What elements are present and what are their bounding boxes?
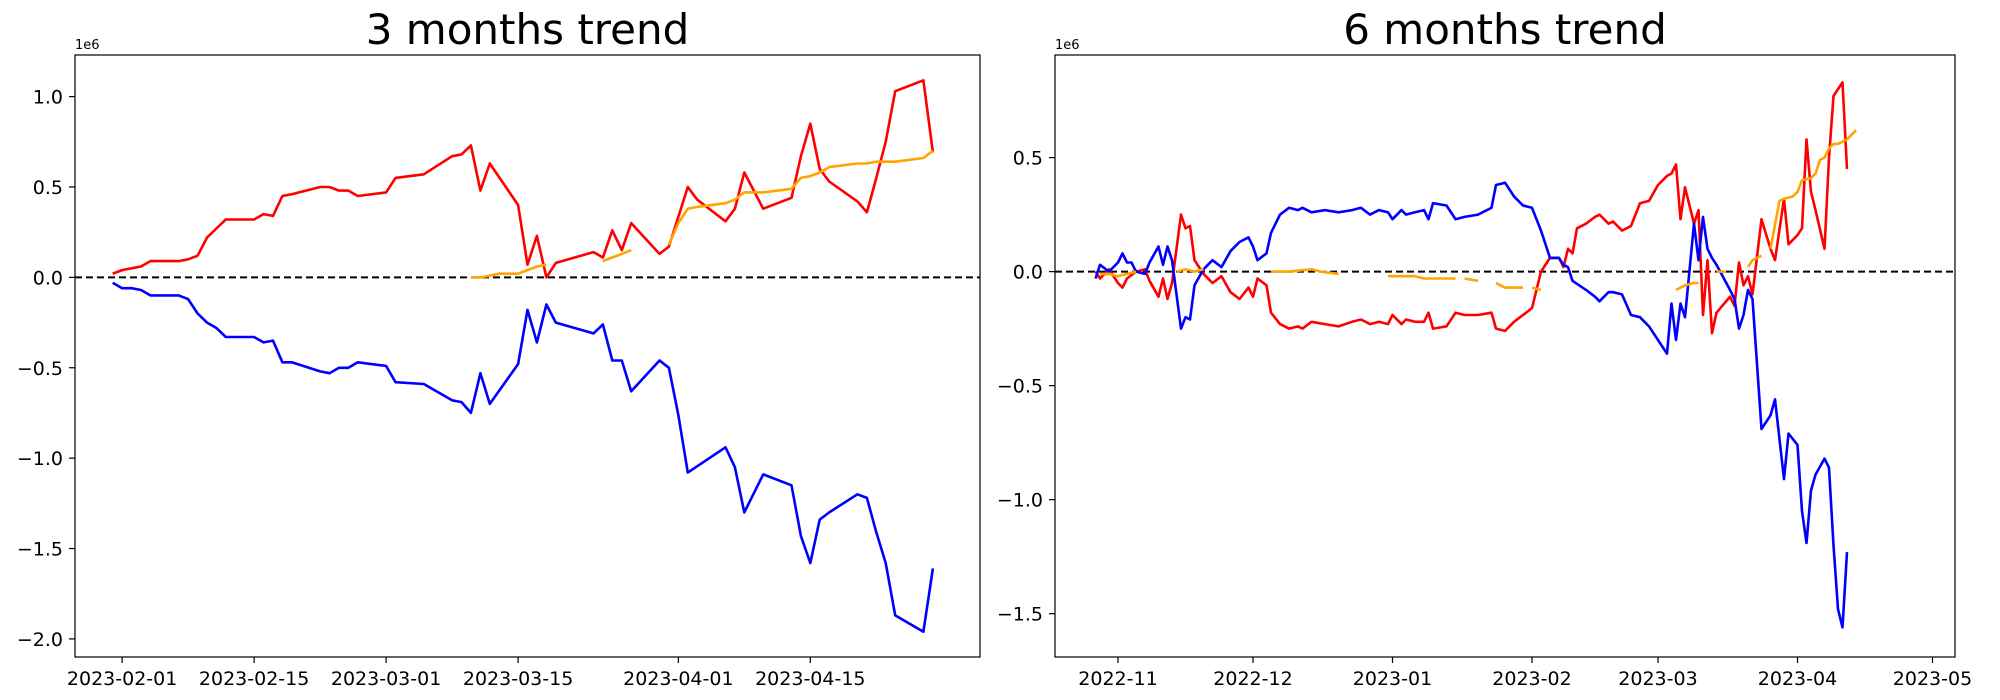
series-line-3-segment-1 [470,263,547,279]
series-line-3-segment-3 [1271,268,1339,276]
y-tick-label: −1.5 [997,604,1043,626]
series-line-3-segment-5 [1464,277,1479,283]
chart-panel-2: 6 months trend 1e6 2022-11 2022-12 2023-01 20… [997,5,1972,690]
series-line-3-segment-8 [1675,281,1699,292]
series-line-3-segment-11 [1769,129,1857,250]
x-tick-label: 2023-04-15 [755,668,865,690]
y-tick-label: −0.5 [17,358,63,380]
series-line-3-segment-3 [667,149,934,246]
y-tick-label: −1.0 [997,490,1043,512]
series-line-2 [1094,181,1849,629]
plot-frame [1054,54,1956,658]
x-tick-label: 2023-04-01 [623,668,733,690]
y-tick-label: −2.0 [17,629,63,651]
series-line-3-segment-6 [1495,281,1523,289]
series-group [1094,81,1857,629]
y-tick-label: 1.0 [33,87,63,109]
x-tick-label: 2023-01 [1353,668,1432,690]
y-offset-label: 1e6 [75,38,100,53]
y-tick-label: 0.0 [1013,262,1043,284]
x-tick-label: 2023-02 [1492,668,1571,690]
y-tick-label: −1.0 [17,448,63,470]
y-offset-label: 1e6 [1055,38,1080,53]
chart-title: 6 months trend [1343,5,1667,54]
series-line-3-segment-2 [602,248,632,263]
series-line-3-segment-7 [1531,286,1542,292]
series-line-3-segment-2 [1176,268,1204,273]
y-tick-label: −0.5 [997,376,1043,398]
series-line-1 [112,79,935,279]
x-tick-label: 2023-03-01 [331,668,441,690]
x-tick-label: 2022-11 [1078,668,1157,690]
x-tick-label: 2023-03 [1618,668,1697,690]
series-group [112,79,935,633]
series-line-3-segment-4 [1388,274,1456,280]
series-line-2 [112,281,935,633]
chart-title: 3 months trend [366,5,690,54]
chart-panel-1: 3 months trend 1e6 2023-02-01 2023-02-15 202… [17,5,981,690]
y-tick-label: 0.5 [33,177,63,199]
x-tick-label: 2023-03-15 [463,668,573,690]
y-tick-label: −1.5 [17,539,63,561]
y-tick-label: 0.0 [33,267,63,289]
x-tick-label: 2023-02-01 [67,668,177,690]
x-tick-label: 2023-02-15 [199,668,309,690]
x-tick-label: 2022-12 [1213,668,1292,690]
x-tick-label: 2023-04 [1758,668,1837,690]
y-tick-label: 0.5 [1013,148,1043,170]
series-line-3-segment-10 [1746,254,1763,268]
x-tick-label: 2023-05 [1893,668,1972,690]
series-line-1 [1094,81,1849,335]
plot-frame [74,54,981,658]
series-line-3-segment-1 [1100,270,1137,278]
